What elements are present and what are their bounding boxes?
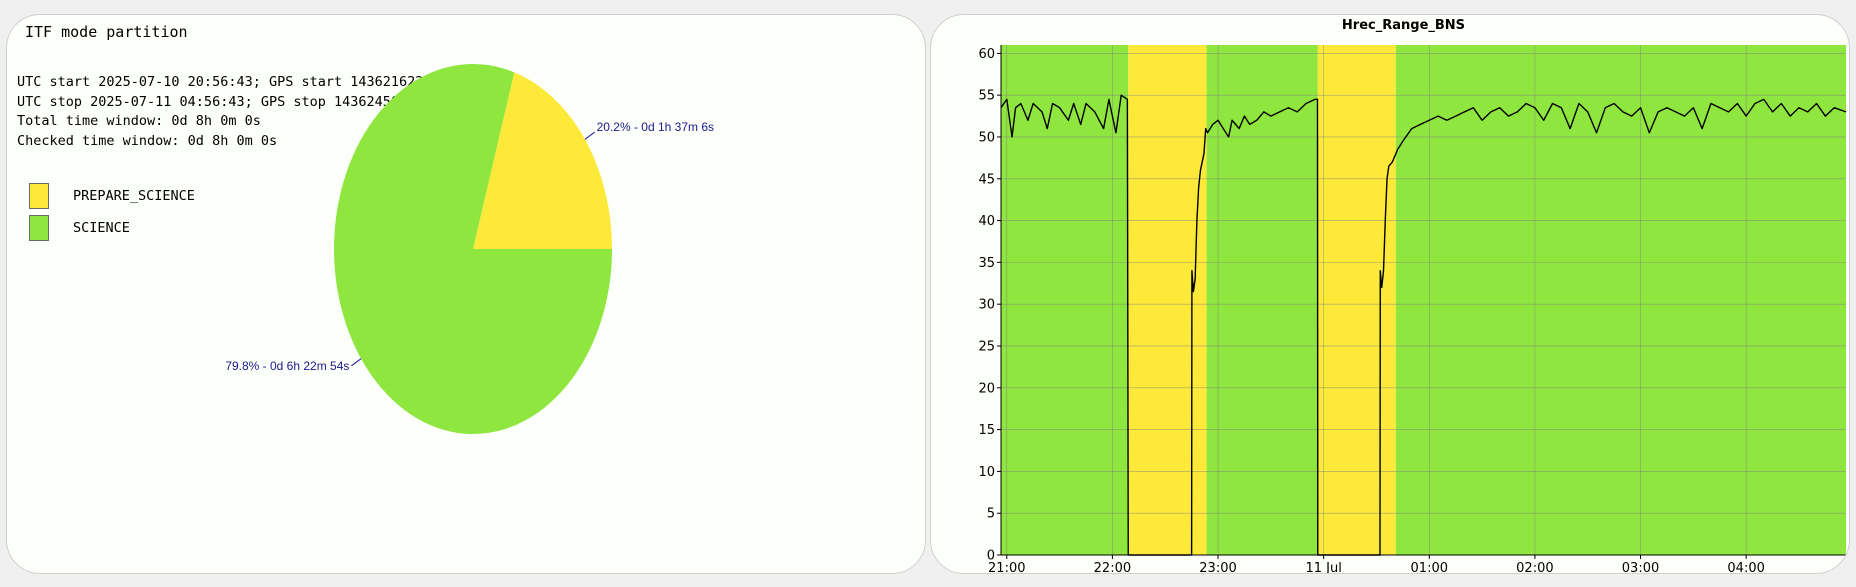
y-tick-label: 55 — [978, 89, 995, 104]
utc-start-line: UTC start 2025-07-10 20:56:43; GPS start… — [17, 74, 440, 90]
x-tick-label: 11 Jul — [1305, 561, 1341, 574]
y-tick-label: 45 — [978, 172, 995, 187]
pie-label-science: 79.8% - 0d 6h 22m 54s — [225, 359, 349, 373]
time-window-info: UTC start 2025-07-10 20:56:43; GPS start… — [17, 73, 440, 151]
x-tick-label: 23:00 — [1199, 561, 1236, 574]
pie-chart: 20.2% - 0d 1h 37m 6s 79.8% - 0d 6h 22m 54… — [225, 64, 714, 434]
y-tick-label: 30 — [978, 298, 995, 313]
range-chart-panel: Hrec_Range_BNS 0 5 10 15 20 25 30 35 40 45 50 55 60 21… — [930, 14, 1850, 574]
checked-time-window-line: Checked time window: 0d 8h 0m 0s — [17, 132, 278, 149]
chart-title: Hrec_Range_BNS — [1342, 18, 1465, 33]
x-tick-label: 22:00 — [1094, 561, 1131, 574]
state-band-science-4 — [1395, 45, 1846, 555]
legend-swatch-prepare-science — [29, 183, 49, 209]
y-tick-label: 25 — [978, 339, 995, 354]
legend-label-prepare-science: PREPARE_SCIENCE — [73, 188, 195, 204]
y-tick-label: 15 — [978, 423, 995, 438]
y-tick-label: 40 — [978, 214, 995, 229]
y-tick-label: 35 — [978, 256, 995, 271]
legend-label-science: SCIENCE — [73, 220, 130, 236]
legend-swatch-science — [29, 215, 49, 241]
state-band-science-0 — [1001, 45, 1129, 555]
pie-slice-prepare-science — [473, 72, 612, 249]
panel-title: ITF mode partition — [25, 23, 188, 41]
x-tick-label: 04:00 — [1727, 561, 1764, 574]
utc-stop-line: UTC stop 2025-07-11 04:56:43; GPS stop 1… — [17, 93, 424, 110]
range-series-line — [1000, 94, 1847, 556]
x-tick-label: 01:00 — [1411, 561, 1448, 574]
y-tick-label: 10 — [978, 465, 995, 480]
x-tick-label: 02:00 — [1516, 561, 1553, 574]
pie-leader-prepare-science — [584, 131, 595, 140]
state-band-science-2 — [1206, 45, 1318, 555]
line-chart: Hrec_Range_BNS 0 5 10 15 20 25 30 35 40 45 50 55 60 21… — [978, 18, 1847, 574]
y-tick-label: 60 — [978, 47, 995, 62]
mode-partition-panel: ITF mode partition UTC start 2025-07-10 … — [6, 14, 926, 574]
state-band-prepare-science-1 — [1128, 45, 1207, 555]
pie-leader-science — [351, 358, 362, 367]
state-band-prepare-science-3 — [1317, 45, 1396, 555]
y-tick-label: 5 — [987, 507, 995, 522]
x-tick-label: 03:00 — [1622, 561, 1659, 574]
pie-label-prepare-science: 20.2% - 0d 1h 37m 6s — [597, 120, 714, 134]
total-time-window-line: Total time window: 0d 8h 0m 0s — [17, 113, 261, 129]
x-tick-label: 21:00 — [988, 561, 1025, 574]
y-tick-label: 0 — [987, 549, 995, 564]
y-tick-label: 20 — [978, 381, 995, 396]
y-tick-label: 50 — [978, 130, 995, 145]
pie-slice-science — [334, 64, 612, 434]
